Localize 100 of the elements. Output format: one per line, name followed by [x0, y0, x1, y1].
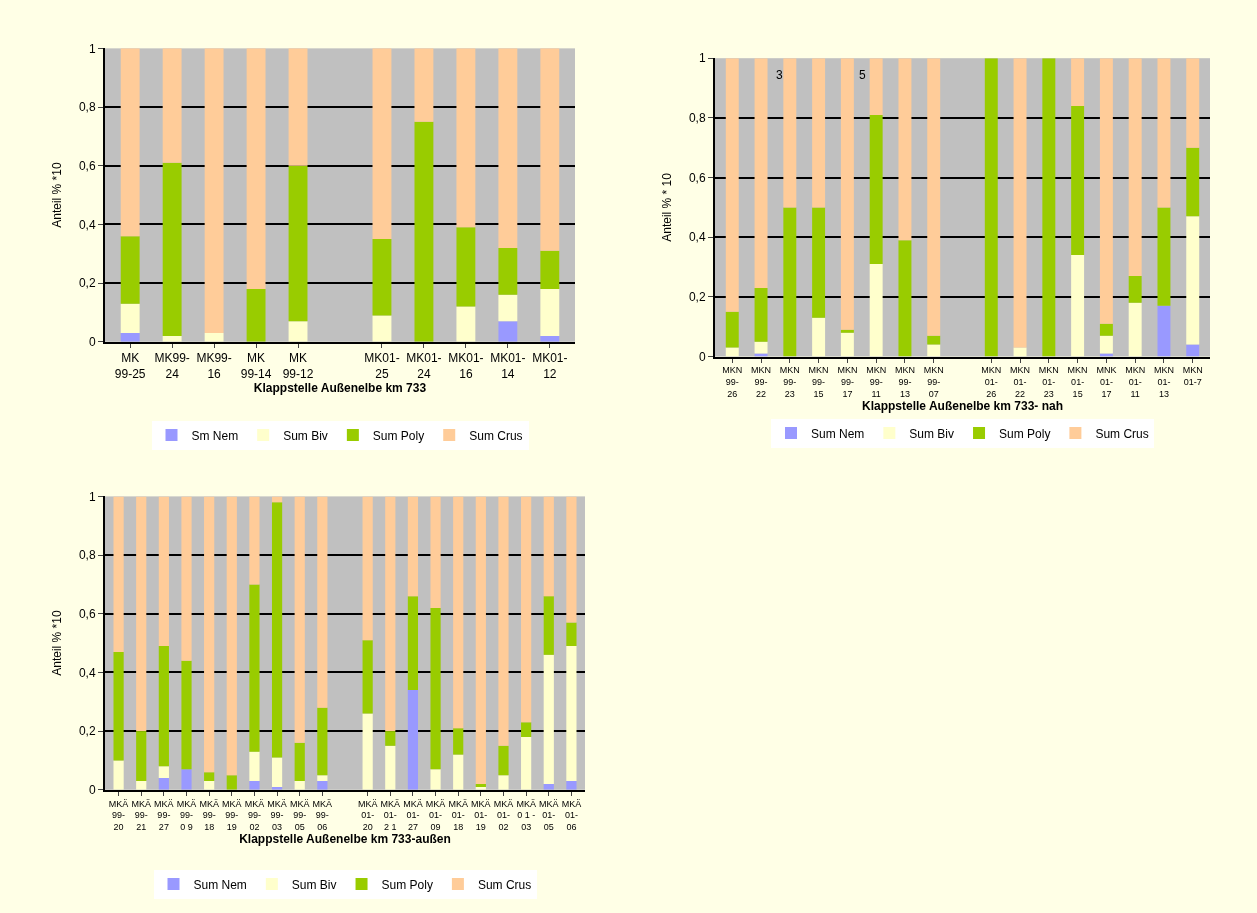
x-tick-label: MKN 99- 17: [837, 365, 858, 399]
bar: [249, 496, 260, 585]
bar: [498, 321, 518, 342]
x-tick-label: MKÄ 99- 02: [244, 798, 265, 833]
bar: [725, 311, 739, 348]
bar: [113, 651, 124, 761]
x-tick-label: MKÄ 01- 18: [448, 798, 468, 833]
bar: [1071, 255, 1085, 357]
x-tick-label: MKN 99- 11: [866, 365, 887, 399]
bar: [120, 236, 140, 304]
y-tick-label: 0,8: [78, 100, 96, 115]
bar: [898, 240, 912, 357]
bar: [566, 496, 577, 623]
bar: [456, 306, 476, 342]
legend-label: Sum Biv: [909, 426, 955, 441]
bar: [430, 496, 441, 608]
x-tick-label: MK 99-14: [240, 351, 272, 381]
legend-label: Sum Crus: [477, 877, 532, 892]
bar: [271, 502, 283, 758]
bar: [407, 496, 419, 597]
x-axis-title: Klappstelle Außenelbe km 733-außen: [239, 832, 451, 847]
bar: [754, 341, 768, 354]
bar: [725, 58, 739, 312]
bar: [246, 288, 266, 342]
legend-label: Sum Poly: [999, 426, 1051, 441]
x-tick-label: MKN 99- 23: [779, 365, 800, 399]
x-tick-label: MKÄ 99- 19: [222, 798, 242, 833]
x-tick-label: MKÄ 01- 09: [425, 798, 446, 833]
x-tick-label: MKÄ 99- 0 9: [176, 798, 197, 833]
y-tick-label: 0,6: [78, 606, 96, 621]
y-tick-label: 0,8: [688, 111, 706, 126]
bar: [288, 321, 308, 342]
bar: [249, 781, 260, 790]
bar: [430, 769, 441, 790]
bar: [181, 769, 192, 790]
bar: [521, 722, 532, 737]
y-tick-label: 0,6: [688, 170, 706, 185]
legend-label: Sm Nem: [191, 428, 239, 443]
y-axis-title: Anteil % *10: [49, 610, 64, 676]
legend-label: Sum Nem: [193, 877, 247, 892]
bar: [1128, 302, 1142, 357]
y-tick-label: 0,4: [78, 217, 96, 232]
bar: [754, 287, 768, 342]
bar: [498, 247, 518, 295]
bar: [453, 496, 464, 729]
legend-label: Sum Crus: [1095, 426, 1149, 441]
bar: [725, 347, 739, 357]
y-tick-label: 0,2: [78, 276, 96, 291]
x-tick-label: MKÄ 99- 18: [199, 798, 219, 833]
x-tick-label: MKÄ 99- 05: [289, 798, 310, 833]
x-tick-label: MK01- 14: [490, 351, 526, 381]
y-tick-label: 0,2: [688, 290, 706, 305]
bar: [181, 660, 192, 770]
bar: [294, 496, 305, 743]
bar: [1157, 207, 1171, 306]
y-tick-label: 0,2: [78, 724, 96, 739]
y-tick-label: 0: [88, 783, 96, 798]
bar: [456, 227, 476, 307]
bar: [1157, 58, 1171, 208]
bar: [317, 775, 328, 782]
bar: [840, 332, 854, 357]
y-tick-label: 0,6: [78, 158, 96, 173]
bar: [540, 48, 560, 251]
bar: [430, 607, 441, 770]
bar: [927, 335, 941, 345]
bar: [385, 496, 396, 732]
bar: [288, 165, 308, 322]
x-tick-label: MK01- 16: [448, 351, 484, 381]
bar: [271, 757, 283, 787]
bar: [521, 736, 532, 790]
bar: [453, 728, 464, 755]
legend-label: Sum Biv: [283, 428, 328, 443]
bar: [226, 775, 237, 790]
bar: [1157, 305, 1171, 357]
x-tick-label: MKÄ 99- 20: [108, 798, 129, 833]
bar: [249, 584, 260, 752]
annotation: 5: [859, 68, 866, 82]
bar: [362, 713, 373, 790]
bar: [288, 48, 308, 166]
bar: [1186, 58, 1200, 148]
y-axis-title: Anteil % *10: [49, 162, 64, 228]
bar: [812, 58, 826, 208]
y-tick-label: 1: [698, 51, 706, 66]
y-axis-title: Anteil % * 10: [659, 172, 674, 242]
x-tick-label: MK01- 24: [406, 351, 442, 381]
bar: [246, 48, 266, 289]
x-tick-label: MNK 01- 17: [1096, 365, 1117, 399]
x-tick-label: MKÄ 01- 06: [561, 798, 582, 833]
bar: [1071, 105, 1085, 256]
bar: [120, 48, 140, 237]
x-tick-label: MKN 01- 26: [981, 365, 1002, 399]
bar: [136, 496, 147, 732]
bar: [113, 496, 124, 652]
y-tick-label: 0: [698, 349, 706, 364]
bar: [812, 207, 826, 318]
bar: [453, 754, 464, 790]
bar: [1186, 147, 1200, 217]
bar: [566, 622, 577, 647]
x-axis-title: Klappstelle Außenelbe km 733: [253, 381, 427, 396]
bar: [372, 48, 392, 240]
